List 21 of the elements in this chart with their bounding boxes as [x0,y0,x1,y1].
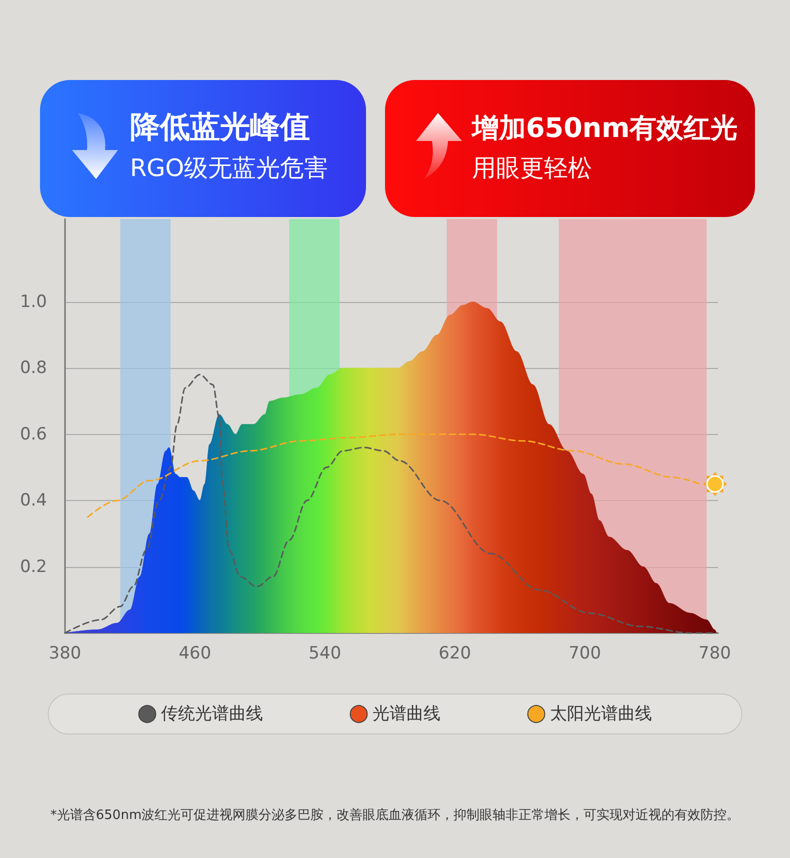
x-tick-label: 380 [48,644,82,664]
x-tick-label: 700 [568,644,602,664]
line-series [86,434,701,518]
text: 用眼更轻松 [472,154,592,183]
text: *光谱含650nm波红光可促进视网膜分泌多巴胺，改善眼底血液循环，抑制眼轴非正常增长，可实现对近视的有效防控。 [49,808,741,824]
y-tick-label: 0.2 [20,556,47,577]
y-tick-label: 1.0 [20,292,47,312]
legend-label: 传统光谱曲线 [160,704,263,724]
x-tick-label: 540 [308,644,342,664]
text: RGO级无蓝光危害 [130,154,328,183]
legend-label: 光谱曲线 [372,704,440,724]
legend-label: 太阳光谱曲线 [550,704,652,724]
x-tick-label: 460 [178,644,212,664]
line-series [64,374,716,634]
x-tick-label: 620 [438,644,472,664]
y-tick-label: 0.8 [20,358,47,378]
text: 降低蓝光峰值 [130,110,310,146]
y-tick-label: 0.6 [20,424,47,444]
y-tick-label: 0.4 [20,490,47,511]
x-tick-label: 780 [698,644,731,664]
text: 增加650nm有效红光 [472,113,738,144]
